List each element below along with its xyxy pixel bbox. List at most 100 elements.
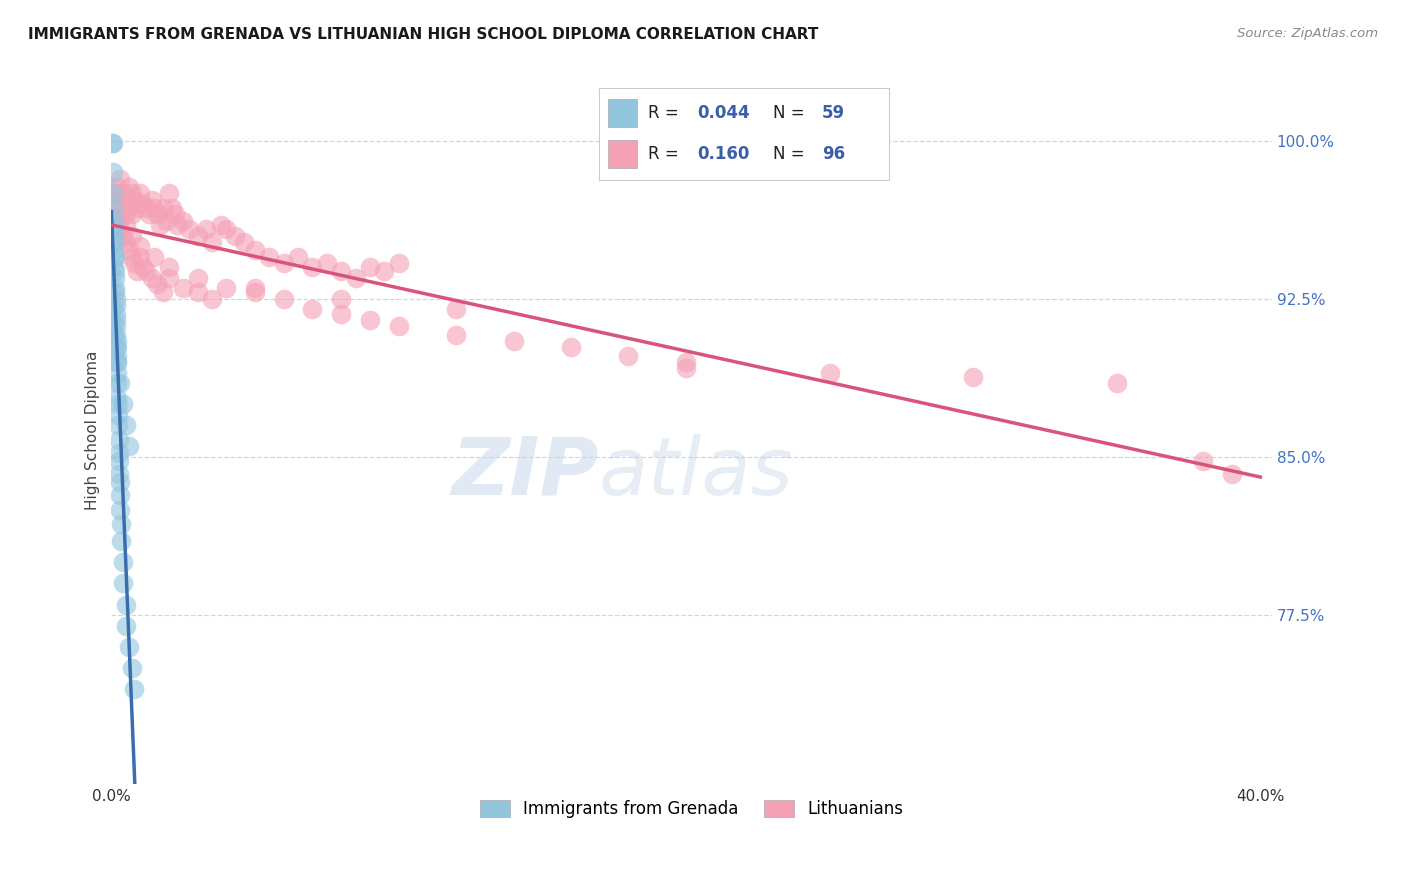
Point — [105, 391, 128, 405]
Point — [132, 260, 155, 275]
Point — [108, 222, 131, 236]
Point — [121, 207, 143, 221]
Point — [209, 218, 232, 232]
Point — [114, 618, 136, 632]
Point — [359, 260, 381, 275]
Point — [108, 475, 131, 490]
Point — [373, 264, 395, 278]
Point — [388, 319, 411, 334]
Point — [195, 222, 218, 236]
Point — [103, 222, 125, 236]
Point — [141, 270, 163, 285]
Point — [117, 439, 139, 453]
Point — [187, 285, 209, 300]
Point — [108, 454, 131, 468]
Point — [172, 281, 194, 295]
Point — [104, 264, 127, 278]
Point — [444, 327, 467, 342]
Point — [105, 376, 128, 391]
Point — [143, 201, 166, 215]
Point — [110, 517, 132, 532]
Point — [818, 366, 841, 380]
Point — [105, 334, 128, 348]
Point — [104, 340, 127, 354]
Point — [101, 136, 124, 150]
Point — [107, 397, 129, 411]
Point — [135, 264, 157, 278]
Point — [114, 218, 136, 232]
Point — [149, 218, 172, 232]
Text: ZIP: ZIP — [451, 434, 599, 512]
Point — [444, 302, 467, 317]
Point — [157, 186, 180, 201]
Point — [114, 193, 136, 207]
Point — [104, 292, 127, 306]
Point — [617, 349, 640, 363]
Point — [114, 207, 136, 221]
Point — [201, 235, 224, 249]
Point — [163, 207, 186, 221]
Point — [129, 250, 152, 264]
Point — [104, 298, 127, 312]
Point — [105, 218, 128, 232]
Point — [117, 640, 139, 654]
Point — [152, 285, 174, 300]
Point — [108, 193, 131, 207]
Point — [105, 349, 128, 363]
Point — [187, 228, 209, 243]
Point — [121, 186, 143, 201]
Point — [121, 661, 143, 675]
Point — [103, 327, 125, 342]
Point — [105, 355, 128, 369]
Legend: Immigrants from Grenada, Lithuanians: Immigrants from Grenada, Lithuanians — [474, 793, 910, 825]
Point — [160, 201, 183, 215]
Point — [330, 292, 353, 306]
Point — [103, 252, 125, 266]
Point — [1192, 454, 1215, 468]
Point — [127, 264, 149, 278]
Point — [105, 313, 128, 327]
Point — [172, 214, 194, 228]
Point — [344, 270, 367, 285]
Point — [103, 222, 125, 236]
Point — [105, 366, 128, 380]
Point — [124, 256, 146, 270]
Point — [502, 334, 524, 348]
Point — [108, 502, 131, 516]
Point — [105, 197, 128, 211]
Text: Source: ZipAtlas.com: Source: ZipAtlas.com — [1237, 27, 1378, 40]
Point — [301, 260, 323, 275]
Point — [107, 408, 129, 422]
Point — [359, 313, 381, 327]
Point — [107, 433, 129, 447]
Point — [105, 355, 128, 369]
Point — [243, 244, 266, 258]
Point — [103, 319, 125, 334]
Point — [101, 302, 124, 317]
Point — [105, 319, 128, 334]
Point — [259, 250, 281, 264]
Point — [215, 281, 238, 295]
Point — [107, 446, 129, 460]
Point — [104, 307, 127, 321]
Point — [103, 201, 125, 215]
Point — [114, 235, 136, 249]
Point — [105, 340, 128, 354]
Point — [330, 264, 353, 278]
Text: atlas: atlas — [599, 434, 793, 512]
Point — [103, 260, 125, 275]
Point — [127, 201, 149, 215]
Point — [201, 292, 224, 306]
Y-axis label: High School Diploma: High School Diploma — [86, 351, 100, 510]
Point — [101, 165, 124, 179]
Point — [243, 285, 266, 300]
Point — [243, 281, 266, 295]
Point — [105, 180, 128, 194]
Point — [117, 244, 139, 258]
Point — [104, 250, 127, 264]
Point — [108, 171, 131, 186]
Point — [111, 201, 134, 215]
Point — [111, 228, 134, 243]
Point — [273, 292, 295, 306]
Point — [152, 201, 174, 215]
